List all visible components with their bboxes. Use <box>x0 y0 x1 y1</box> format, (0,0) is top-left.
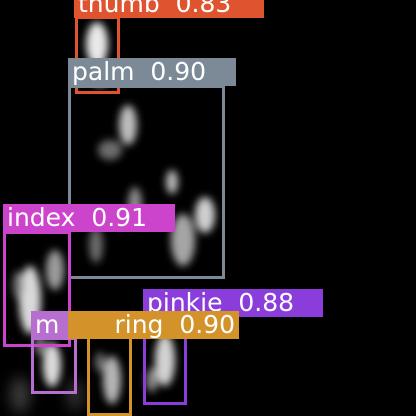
index-score: 0.91 <box>91 203 147 232</box>
index-bounding-box <box>3 231 71 347</box>
ring-label: ring 0.90 <box>68 311 239 339</box>
palm-label: palm 0.90 <box>68 58 236 86</box>
palm-bounding-box <box>68 85 225 279</box>
thumb-label: thumb 0.83 <box>74 0 264 18</box>
index-label: index 0.91 <box>3 204 175 232</box>
middle-bounding-box <box>31 337 77 394</box>
index-label-text: index <box>7 203 76 232</box>
pinkie-score: 0.88 <box>238 288 295 317</box>
thumb-score: 0.83 <box>175 0 232 18</box>
ring-label-text: ring <box>114 310 164 339</box>
palm-score: 0.90 <box>150 57 207 86</box>
thumb-label-text: thumb <box>78 0 160 18</box>
ring-score: 0.90 <box>179 310 235 339</box>
middle-label-text: m <box>35 310 60 339</box>
ring-bounding-box <box>87 335 132 416</box>
palm-label-text: palm <box>72 57 135 86</box>
